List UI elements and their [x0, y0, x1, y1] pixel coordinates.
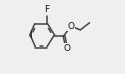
Text: I: I: [29, 31, 32, 40]
Text: O: O: [63, 44, 70, 53]
Text: F: F: [44, 5, 49, 14]
Text: O: O: [68, 22, 74, 31]
